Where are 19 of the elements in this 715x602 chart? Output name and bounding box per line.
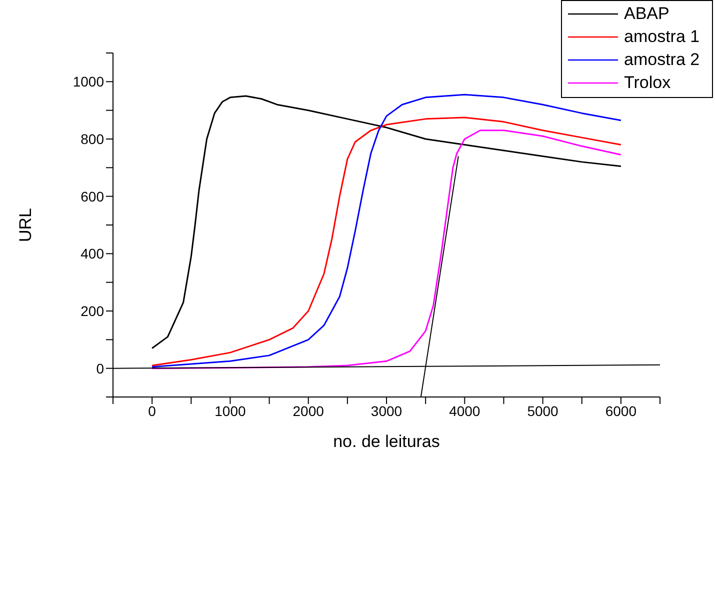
x-tick-label: 3000	[370, 402, 402, 419]
x-axis-title: no. de leituras	[333, 432, 440, 451]
legend-label: amostra 1	[624, 26, 700, 46]
y-tick-label: 400	[80, 246, 104, 262]
legend-label: Trolox	[624, 72, 671, 92]
x-tick-label: 6000	[605, 402, 637, 419]
y-axis-title: URL	[16, 208, 36, 242]
x-tick-label: 0	[148, 402, 156, 419]
legend-label: ABAP	[624, 4, 670, 24]
y-tick-label: 0	[96, 360, 104, 376]
legend-label: amostra 2	[624, 50, 700, 70]
y-tick-label: 800	[80, 130, 104, 147]
x-tick-label: 1000	[214, 402, 246, 419]
y-tick-label: 600	[80, 188, 104, 204]
x-tick-label: 5000	[527, 402, 559, 419]
x-tick-label: 2000	[292, 402, 324, 419]
y-tick-label: 1000	[72, 74, 104, 90]
y-tick-label: 200	[80, 302, 104, 319]
x-tick-label: 4000	[449, 402, 480, 419]
